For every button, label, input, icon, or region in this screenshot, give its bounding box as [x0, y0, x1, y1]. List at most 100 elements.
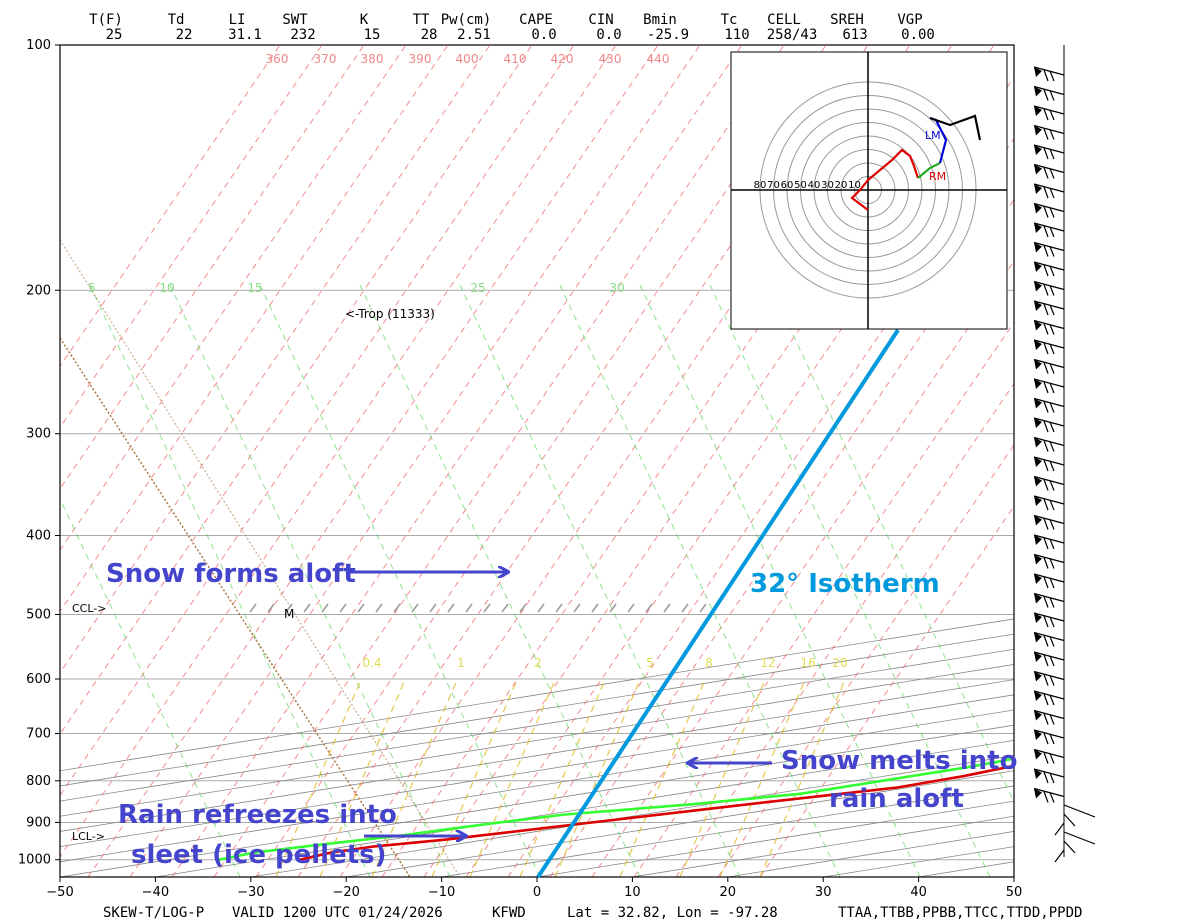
wind-barb [1033, 85, 1065, 101]
wind-barb-shaft [1033, 319, 1065, 330]
ccl-hatch [501, 603, 509, 613]
wind-barb [1033, 358, 1065, 374]
wind-barb-feather [1043, 576, 1049, 589]
x-tick-label: −10 [428, 885, 455, 900]
wind-barb [1033, 651, 1065, 667]
ccl-hatch [357, 603, 365, 613]
wind-barb-flag [1034, 398, 1042, 409]
moist-adiabat-label: 30 [609, 281, 624, 295]
hodograph-ring-label: 70 [767, 180, 780, 191]
wind-barb-feather [1043, 89, 1049, 101]
wind-barb [1033, 495, 1065, 511]
wind-barb-feather [1049, 343, 1055, 355]
dry-adiabat [60, 45, 281, 368]
wind-barb [1033, 202, 1065, 218]
wind-barb [1033, 553, 1065, 569]
wind-barb-feather [1043, 596, 1049, 608]
wind-barb-feather [1043, 186, 1049, 199]
reference-line [60, 239, 461, 877]
ccl-hatch [519, 603, 527, 613]
ccl-hatch [609, 603, 617, 613]
wind-barb-flag [1034, 437, 1042, 448]
wind-barb [1033, 339, 1065, 355]
wind-barb-feather [1043, 654, 1049, 667]
theta-label: 360 [266, 52, 289, 66]
theta-label: 410 [504, 52, 527, 66]
moist-adiabat [359, 284, 641, 877]
hodograph-trace-green [917, 162, 941, 179]
hodograph-lm-label: LM [925, 129, 941, 142]
wind-barb-shaft [1033, 495, 1065, 505]
wind-barb-feather [1049, 616, 1055, 628]
index-value: 0.0 [531, 27, 556, 43]
theta-label: 430 [599, 52, 622, 66]
footer-valid: VALID 1200 UTC 01/24/2026 [232, 905, 443, 921]
index-value: 232 [290, 27, 315, 43]
wind-barb-feather [1049, 441, 1055, 452]
wind-barb-feather [1043, 537, 1049, 550]
wind-barb-low [1063, 804, 1096, 818]
mixing-ratio-label: 0.4 [362, 656, 381, 670]
wind-barb [1033, 768, 1065, 784]
wind-barb-feather [1049, 636, 1055, 647]
index-label: SREH [830, 12, 864, 28]
wind-barb [1033, 690, 1065, 706]
wind-barb-feather [1043, 615, 1049, 628]
wind-barb-shaft [1033, 729, 1065, 739]
ccl-hatch [429, 603, 437, 613]
wind-barb [1033, 261, 1065, 277]
wind-barb-feather [1043, 362, 1049, 374]
wind-barb-low [1054, 822, 1065, 836]
x-tick-label: −50 [46, 885, 73, 900]
wind-barb-feather [1049, 187, 1055, 199]
index-label: CIN [588, 12, 613, 28]
ccl-hatch [303, 603, 311, 613]
wind-barb-shaft [1033, 124, 1065, 135]
wind-barb-feather [1043, 693, 1049, 706]
index-label: LI [229, 12, 246, 28]
hodograph-ring-label: 10 [848, 180, 861, 191]
hodograph-trace-black [929, 114, 982, 141]
y-tick-label: 500 [26, 607, 51, 622]
ccl-hatch [699, 603, 707, 613]
y-tick-label: 600 [26, 672, 51, 687]
moist-adiabat [89, 284, 371, 877]
wind-barb [1033, 475, 1065, 491]
wind-barb-shaft [1033, 651, 1065, 661]
wind-barb-feather [1043, 264, 1049, 277]
index-value: 110 [724, 27, 749, 43]
dry-adiabat [60, 45, 365, 490]
index-label: Td [168, 12, 185, 28]
wind-barb-feather [1043, 108, 1049, 121]
mixing-ratio-label: 5 [646, 656, 654, 670]
ccl-hatch [591, 603, 599, 613]
wind-barb [1033, 670, 1065, 686]
wind-barb-feather [1049, 265, 1055, 277]
dry-adiabat [759, 505, 1014, 877]
index-label: Bmin [643, 12, 677, 28]
wind-barb-feather [1049, 226, 1055, 238]
ccl-label: CCL-> [72, 602, 106, 615]
index-value: 258/43 [767, 27, 818, 43]
wind-barb-shaft [1033, 709, 1065, 720]
wind-barb-feather [1049, 772, 1055, 784]
m-label: M [284, 607, 294, 621]
wind-barb-flag [1034, 418, 1042, 428]
hodograph-ring-label: 80 [754, 180, 767, 191]
ccl-hatch [465, 603, 473, 613]
index-label: CELL [767, 12, 801, 28]
wind-barb-feather [1043, 167, 1049, 179]
wind-barb-feather [1049, 675, 1055, 686]
snow-melts-text-2: rain aloft [829, 784, 964, 814]
wind-barb [1033, 748, 1065, 764]
moist-adiabat-label: 15 [247, 281, 262, 295]
wind-barb [1033, 144, 1065, 160]
wind-barb-feather [1049, 148, 1055, 160]
isotherm-line [60, 633, 1014, 787]
theta-label: 400 [456, 52, 479, 66]
moist-adiabat [709, 284, 991, 877]
moist-adiabat-label: 10 [159, 281, 174, 295]
isotherm-line [60, 679, 1014, 832]
ccl-hatch [393, 603, 401, 613]
